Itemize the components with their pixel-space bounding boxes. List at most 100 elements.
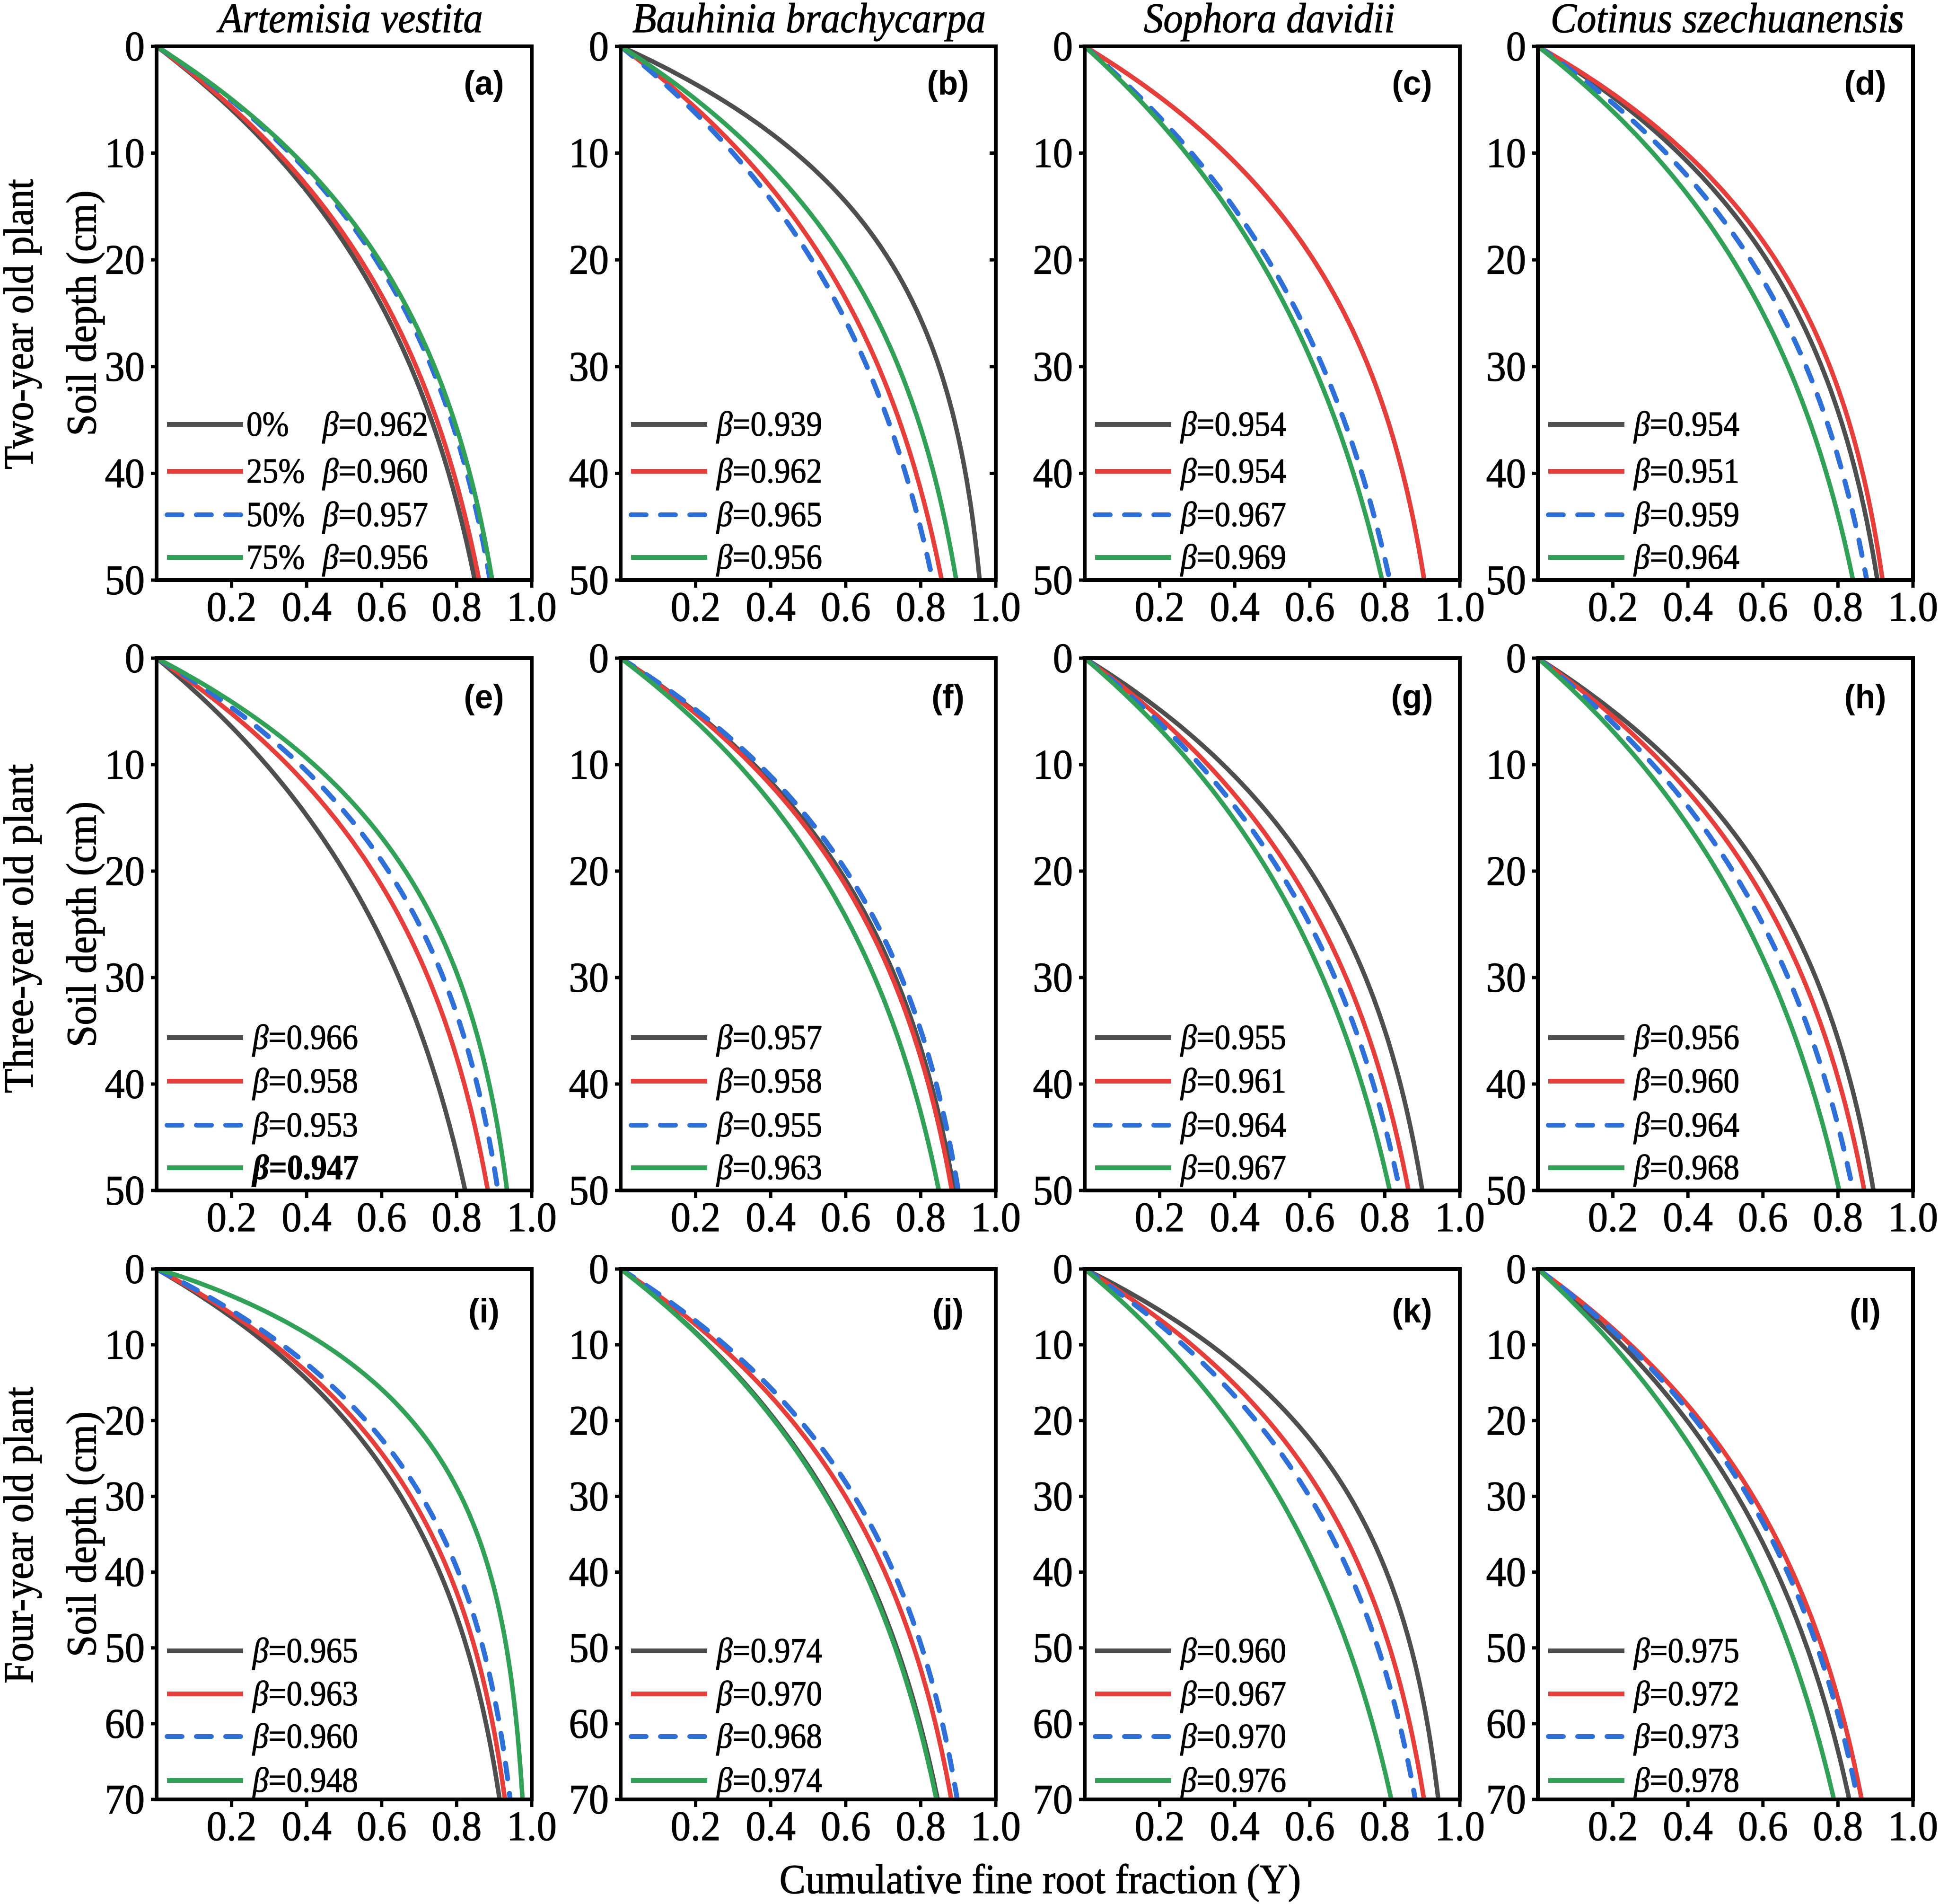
svg-text:(f): (f): [931, 678, 965, 715]
svg-text:0.6: 0.6: [1738, 583, 1788, 630]
svg-text:0: 0: [1053, 635, 1073, 681]
svg-text:β=0.955: β=0.955: [1180, 1018, 1286, 1057]
svg-text:0: 0: [589, 635, 609, 681]
svg-text:0.6: 0.6: [1738, 1194, 1788, 1240]
svg-text:50: 50: [1486, 1624, 1526, 1671]
svg-text:(h): (h): [1844, 678, 1886, 715]
svg-text:β=0.972: β=0.972: [1633, 1675, 1739, 1713]
svg-text:40: 40: [1033, 450, 1073, 496]
svg-text:0.6: 0.6: [821, 1803, 871, 1849]
svg-text:30: 30: [105, 343, 145, 389]
svg-text:β=0.954: β=0.954: [1180, 405, 1286, 444]
svg-text:(d): (d): [1844, 64, 1886, 102]
svg-text:0.8: 0.8: [896, 1194, 946, 1240]
svg-text:20: 20: [105, 1397, 145, 1444]
svg-text:β=0.960: β=0.960: [1633, 1062, 1739, 1101]
svg-text:60: 60: [569, 1700, 609, 1746]
svg-text:0.6: 0.6: [821, 1194, 871, 1240]
svg-text:0.4: 0.4: [746, 583, 796, 630]
svg-text:Soil depth (cm): Soil depth (cm): [58, 190, 105, 436]
svg-text:(a): (a): [464, 64, 504, 102]
svg-text:20: 20: [1033, 1397, 1073, 1444]
svg-text:0.2: 0.2: [671, 1194, 721, 1240]
svg-text:40: 40: [569, 1549, 609, 1595]
svg-text:30: 30: [1486, 1473, 1526, 1519]
svg-text:40: 40: [569, 1061, 609, 1107]
svg-text:0: 0: [125, 1246, 145, 1292]
svg-text:β=0.962: β=0.962: [322, 405, 428, 444]
svg-text:20: 20: [105, 237, 145, 283]
svg-text:20: 20: [1486, 848, 1526, 894]
svg-text:β=0.967: β=0.967: [1180, 1675, 1286, 1713]
svg-text:β=0.958: β=0.958: [252, 1062, 358, 1101]
svg-text:β=0.955: β=0.955: [716, 1106, 822, 1145]
svg-text:50: 50: [105, 1167, 145, 1214]
svg-text:50: 50: [1033, 557, 1073, 603]
svg-text:0.2: 0.2: [207, 1803, 257, 1849]
svg-text:70: 70: [105, 1776, 145, 1823]
svg-text:0.8: 0.8: [432, 1194, 482, 1240]
svg-text:10: 10: [1486, 130, 1526, 176]
svg-text:50: 50: [1486, 1167, 1526, 1214]
svg-text:0: 0: [1506, 1246, 1526, 1292]
svg-text:0.8: 0.8: [1813, 1803, 1863, 1849]
svg-text:0.8: 0.8: [432, 1803, 482, 1849]
svg-text:0.6: 0.6: [1285, 1803, 1335, 1849]
svg-text:0.6: 0.6: [1285, 583, 1335, 630]
svg-text:30: 30: [105, 954, 145, 1001]
svg-text:0.2: 0.2: [1588, 583, 1638, 630]
svg-text:10: 10: [1486, 741, 1526, 788]
svg-text:50: 50: [1486, 557, 1526, 603]
svg-text:10: 10: [569, 741, 609, 788]
svg-text:30: 30: [569, 954, 609, 1001]
svg-text:0.8: 0.8: [1813, 583, 1863, 630]
svg-text:10: 10: [105, 130, 145, 176]
svg-text:β=0.957: β=0.957: [322, 495, 428, 534]
svg-text:1.0: 1.0: [971, 1194, 1021, 1240]
svg-text:β=0.956: β=0.956: [322, 538, 428, 577]
svg-text:β=0.954: β=0.954: [1633, 405, 1739, 444]
svg-text:40: 40: [105, 1061, 145, 1107]
svg-text:β=0.959: β=0.959: [1633, 495, 1739, 534]
svg-text:Two-year old plant: Two-year old plant: [0, 179, 42, 469]
svg-text:30: 30: [1033, 343, 1073, 389]
svg-text:β=0.939: β=0.939: [716, 405, 822, 444]
svg-text:β=0.957: β=0.957: [716, 1018, 822, 1057]
svg-text:0.4: 0.4: [1210, 1803, 1260, 1849]
svg-text:0.4: 0.4: [1663, 1194, 1713, 1240]
svg-text:0.2: 0.2: [1588, 1194, 1638, 1240]
svg-text:(i): (i): [468, 1292, 500, 1330]
svg-text:10: 10: [569, 130, 609, 176]
svg-text:40: 40: [105, 450, 145, 496]
svg-text:30: 30: [1486, 343, 1526, 389]
svg-text:0: 0: [1506, 635, 1526, 681]
svg-text:0: 0: [589, 23, 609, 70]
svg-text:60: 60: [105, 1700, 145, 1746]
svg-text:0.6: 0.6: [1285, 1194, 1335, 1240]
svg-text:0.8: 0.8: [432, 583, 482, 630]
svg-text:50: 50: [105, 557, 145, 603]
svg-text:1.0: 1.0: [971, 583, 1021, 630]
svg-text:75%: 75%: [246, 538, 305, 577]
svg-text:β=0.960: β=0.960: [322, 452, 428, 491]
svg-text:20: 20: [1486, 237, 1526, 283]
svg-text:1.0: 1.0: [507, 583, 557, 630]
svg-text:0.2: 0.2: [671, 583, 721, 630]
svg-text:Cumulative fine root fraction: Cumulative fine root fraction (Y): [780, 1857, 1301, 1902]
svg-text:20: 20: [569, 1397, 609, 1444]
svg-text:10: 10: [1033, 1322, 1073, 1368]
svg-text:50%: 50%: [246, 495, 305, 534]
svg-text:0.2: 0.2: [1588, 1803, 1638, 1849]
svg-text:10: 10: [1033, 130, 1073, 176]
svg-text:50: 50: [569, 1624, 609, 1671]
svg-text:0: 0: [125, 635, 145, 681]
svg-text:30: 30: [1486, 954, 1526, 1001]
svg-text:20: 20: [105, 848, 145, 894]
svg-text:Bauhinia brachycarpa: Bauhinia brachycarpa: [632, 0, 986, 42]
svg-text:β=0.968: β=0.968: [716, 1717, 822, 1756]
svg-text:0.6: 0.6: [357, 1194, 407, 1240]
svg-text:Sophora davidii: Sophora davidii: [1144, 0, 1395, 42]
svg-text:β=0.975: β=0.975: [1633, 1631, 1739, 1670]
svg-text:30: 30: [105, 1473, 145, 1519]
svg-text:β=0.953: β=0.953: [252, 1106, 358, 1145]
